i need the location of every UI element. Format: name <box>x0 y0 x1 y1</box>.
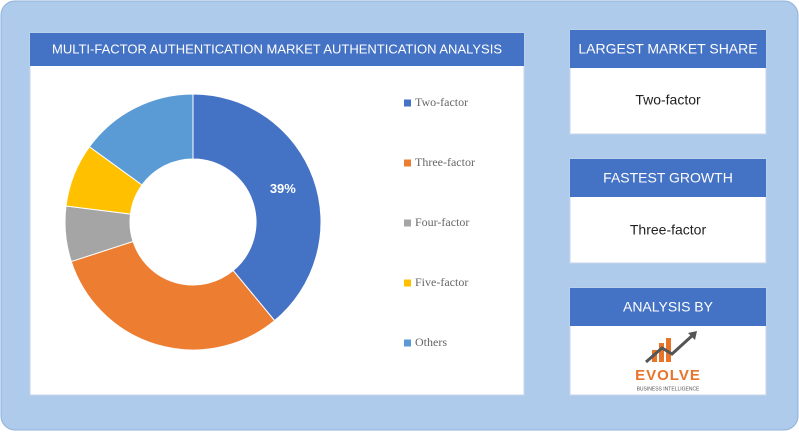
panel-header <box>570 288 766 326</box>
legend-swatch <box>404 279 411 287</box>
legend-swatch <box>404 339 411 347</box>
panel-value: Two-factor <box>635 92 701 108</box>
data-label: 39% <box>270 181 296 196</box>
donut-chart: 39% Two-factor Three-factor Four-factor Five… <box>64 93 475 351</box>
legend-label: Five-factor <box>415 275 468 289</box>
donut-segment <box>88 93 194 186</box>
logo-subtext: BUSINESS INTELLIGENCE <box>637 386 700 392</box>
legend-swatch <box>404 99 411 107</box>
legend-label: Others <box>415 335 447 349</box>
panel-title: FASTEST GROWTH <box>603 170 733 186</box>
logo-icon <box>645 331 697 364</box>
chart-title: MULTI-FACTOR AUTHENTICATION MARKET AUTHE… <box>52 41 502 56</box>
chart-header <box>30 33 524 66</box>
legend-swatch <box>404 219 411 227</box>
logo-text: EVOLVE <box>635 367 701 384</box>
legend-label: Three-factor <box>415 155 475 169</box>
donut-segment <box>192 93 322 322</box>
legend-label: Two-factor <box>415 95 468 109</box>
panel-title: ANALYSIS BY <box>623 299 714 315</box>
panel-header <box>570 30 766 68</box>
legend-swatch <box>404 159 411 167</box>
panel-title: LARGEST MARKET SHARE <box>578 41 757 57</box>
legend-label: Four-factor <box>415 215 469 229</box>
donut-segment <box>70 240 276 351</box>
panel-value: Three-factor <box>630 222 707 238</box>
panel-header <box>570 159 766 197</box>
